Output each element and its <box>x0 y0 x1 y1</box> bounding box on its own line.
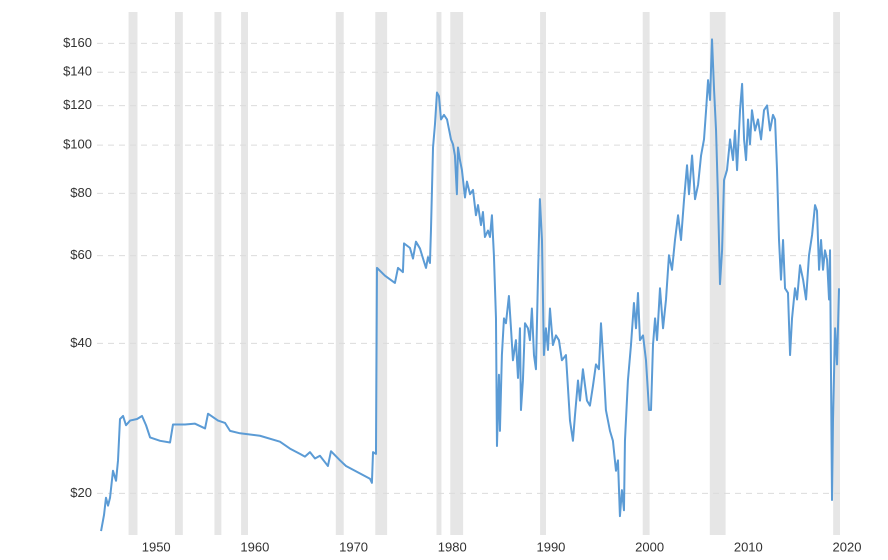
recession-band <box>335 12 344 535</box>
y-tick-label: $100 <box>63 137 92 152</box>
recession-band <box>128 12 138 535</box>
recession-band <box>833 12 840 535</box>
x-tick-label: 1980 <box>438 539 467 554</box>
y-tick-label: $160 <box>63 35 92 50</box>
x-tick-label: 1970 <box>339 539 368 554</box>
x-tick-label: 2000 <box>635 539 664 554</box>
recession-band <box>642 12 650 535</box>
recession-band <box>214 12 222 535</box>
y-tick-label: $120 <box>63 97 92 112</box>
recession-band <box>375 12 388 535</box>
x-tick-label: 1990 <box>536 539 565 554</box>
recession-band <box>241 12 248 535</box>
x-tick-label: 1950 <box>142 539 171 554</box>
recession-band <box>450 12 464 535</box>
x-tick-label: 1960 <box>240 539 269 554</box>
x-tick-label: 2020 <box>833 539 862 554</box>
recession-band <box>174 12 183 535</box>
y-tick-label: $40 <box>70 335 92 350</box>
y-tick-label: $20 <box>70 485 92 500</box>
y-tick-label: $140 <box>63 64 92 79</box>
recession-band <box>709 12 726 535</box>
x-tick-label: 2010 <box>734 539 763 554</box>
y-tick-label: $60 <box>70 247 92 262</box>
recession-band <box>436 12 442 535</box>
price-line <box>100 38 841 532</box>
y-tick-label: $80 <box>70 185 92 200</box>
